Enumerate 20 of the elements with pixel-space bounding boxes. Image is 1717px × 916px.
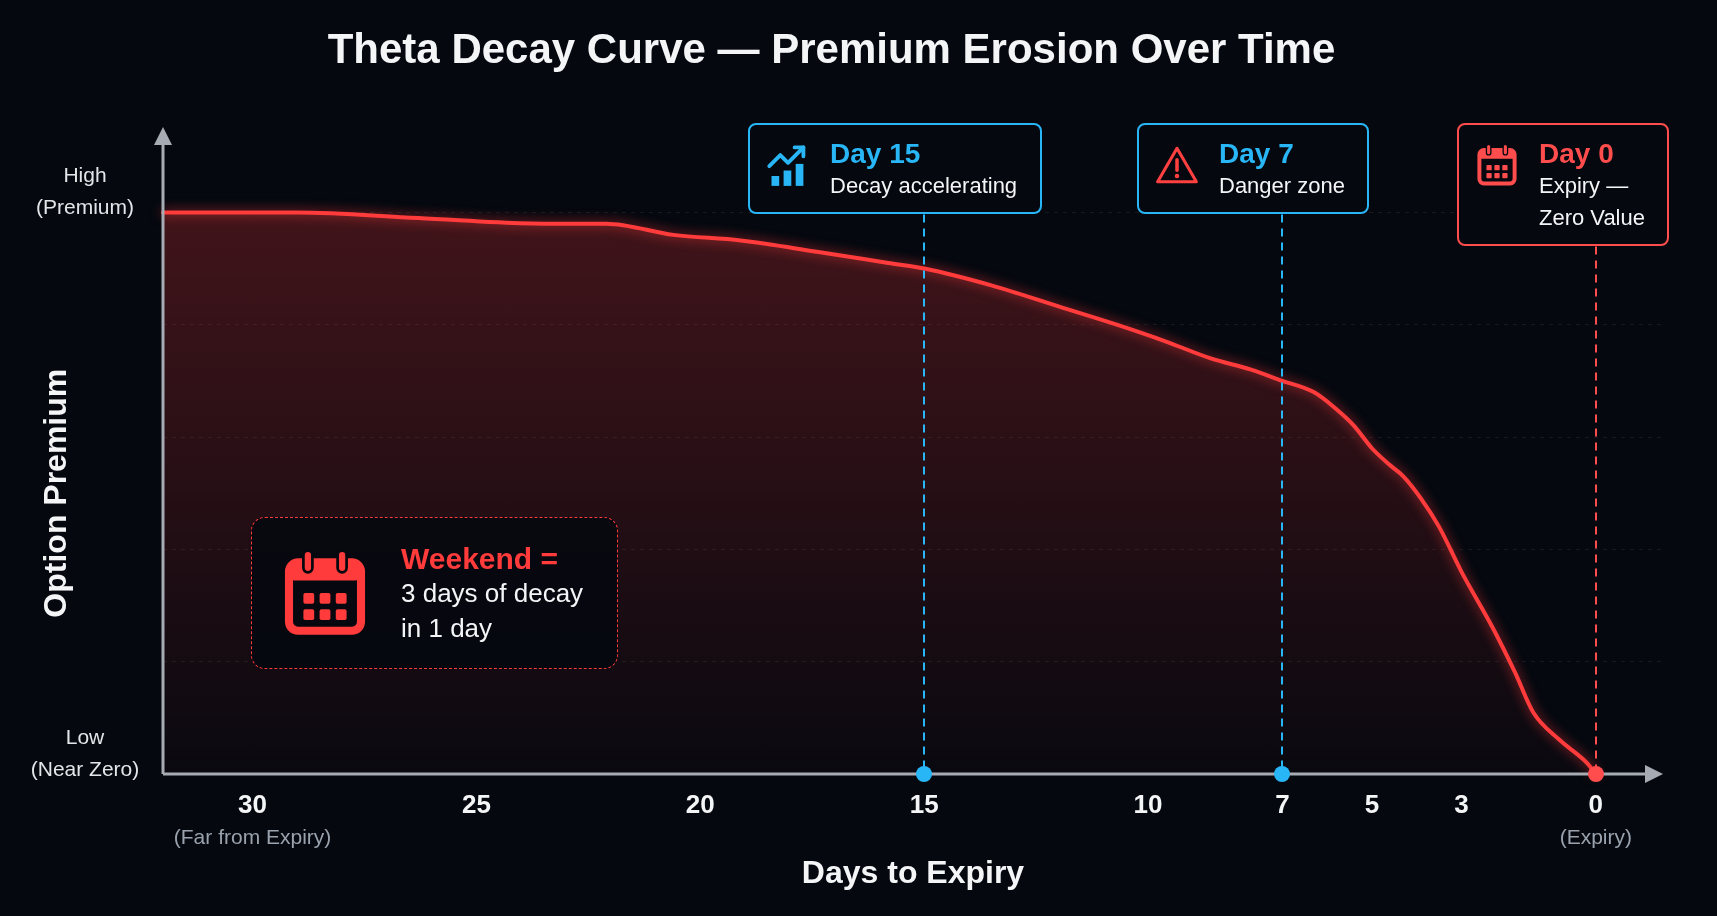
text: (Expiry): [1559, 824, 1633, 848]
text: High (Premium): [36, 163, 134, 219]
text: (Far from Expiry): [173, 824, 332, 848]
text: Low (Near Zero): [30, 724, 140, 780]
ref-line-label: Day 7 Danger zone: [1219, 138, 1345, 201]
y-axis-title: Option Premium: [37, 368, 74, 618]
x-tick-label: 3: [1454, 788, 1469, 819]
chart-title: Theta Decay Curve — Premium Erosion Over Time: [327, 24, 1336, 72]
annotation: Weekend = 3 days of decay in 1 day: [401, 541, 584, 645]
x-axis-title: Days to Expiry: [801, 853, 1025, 890]
x-tick-label: 15: [909, 788, 939, 819]
x-tick-label: 0: [1588, 788, 1604, 819]
ref-line-label: Day 0 Expiry — Zero Value: [1539, 138, 1645, 233]
x-tick-label: 10: [1133, 788, 1163, 819]
x-tick-label: 20: [685, 788, 715, 819]
x-tick-label: 30: [238, 788, 268, 819]
x-tick-label: 5: [1364, 788, 1380, 819]
x-tick-label: 25: [461, 788, 491, 819]
x-tick-label: 7: [1275, 788, 1290, 819]
ref-line-label: Day 15 Decay accelerating: [830, 138, 1018, 201]
